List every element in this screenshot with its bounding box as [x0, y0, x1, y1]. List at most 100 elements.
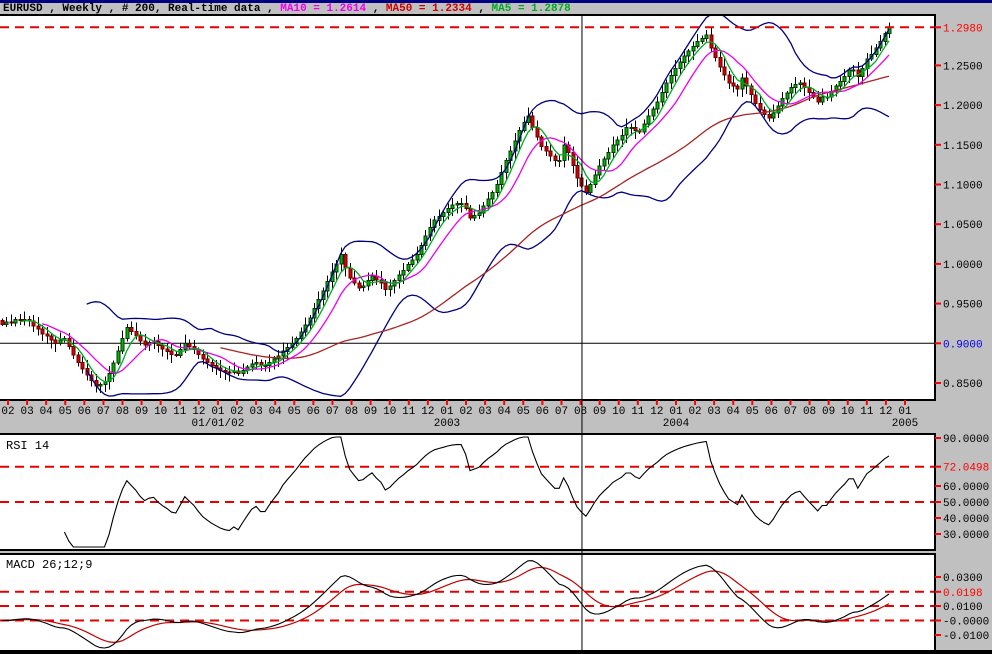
price-axis-label: 0.8500: [943, 379, 983, 391]
window-top-border: [0, 0, 992, 3]
month-label: 10: [841, 406, 854, 418]
axis-tick: [935, 619, 941, 622]
month-label: 01: [440, 406, 454, 418]
axis-tick: [935, 342, 941, 345]
candle: [0, 318, 5, 327]
month-label: 07: [97, 406, 110, 418]
candle: [254, 355, 259, 369]
axis-tick: [935, 104, 941, 107]
month-label: 03: [708, 406, 721, 418]
axis-tick: [935, 183, 941, 186]
month-label: 09: [135, 406, 148, 418]
axis-tick: [935, 634, 941, 636]
year-label: 2004: [663, 418, 690, 430]
candle: [713, 44, 718, 62]
ma10-line: [41, 49, 890, 374]
candle: [793, 77, 798, 95]
month-label: 04: [40, 406, 54, 418]
candle: [820, 88, 825, 105]
candle: [588, 182, 593, 196]
candle: [40, 325, 45, 341]
axis-tick: [935, 302, 941, 305]
price-axis-label: 50.0000: [943, 498, 989, 510]
candle: [633, 120, 638, 140]
month-label: 04: [727, 406, 741, 418]
candle: [602, 156, 607, 171]
ma5-line: [19, 40, 890, 383]
month-label: 06: [536, 406, 549, 418]
axis-tick: [935, 590, 941, 593]
month-label: 09: [822, 406, 835, 418]
axis-tick: [935, 485, 941, 487]
candle: [700, 35, 705, 45]
month-label: 01: [669, 406, 683, 418]
candle: [753, 89, 758, 106]
month-label: 11: [402, 406, 416, 418]
month-label: 02: [459, 406, 472, 418]
month-label: 02: [688, 406, 701, 418]
candle: [71, 338, 76, 359]
month-label: 12: [650, 406, 663, 418]
candle: [415, 246, 420, 263]
price-axis-label: 0.0198: [943, 588, 983, 600]
candle: [263, 360, 268, 372]
axis-tick: [935, 262, 941, 265]
month-label: 10: [612, 406, 625, 418]
price-axis-label: 40.0000: [943, 514, 989, 526]
candle: [758, 95, 763, 113]
rsi-panel[interactable]: [0, 433, 936, 551]
month-label: 03: [20, 406, 33, 418]
candle: [174, 351, 179, 358]
candle: [695, 34, 700, 49]
candle: [116, 345, 121, 366]
candle: [771, 104, 776, 122]
axis-tick: [935, 143, 941, 146]
month-label: 08: [803, 406, 816, 418]
candle: [682, 49, 687, 70]
ma50-value-label: MA50 = 1.2334: [385, 3, 472, 15]
price-axis-label: -0.0100: [943, 631, 989, 643]
month-label: 03: [250, 406, 263, 418]
macd-signal-line: [1, 566, 890, 644]
axis-tick: [935, 533, 941, 535]
candle: [660, 84, 665, 107]
macd-panel[interactable]: [0, 553, 936, 652]
candle: [129, 321, 134, 336]
candle: [80, 356, 85, 374]
candle: [606, 147, 611, 165]
candle: [397, 270, 402, 289]
price-axis-label: 0.9000: [943, 339, 983, 351]
price-axis-label: 1.2980: [943, 23, 983, 35]
candle: [406, 262, 411, 273]
rsi-panel-title: RSI 14: [6, 439, 50, 453]
month-label: 08: [345, 406, 358, 418]
candle: [388, 279, 393, 297]
ma10-value-label: MA10 = 1.2614: [280, 3, 367, 15]
candle: [629, 123, 634, 136]
price-axis-label: 60.0000: [943, 482, 989, 494]
price-axis-label: 30.0000: [943, 530, 989, 542]
candle: [169, 343, 174, 364]
window-bottom-border: [0, 650, 992, 654]
candle: [678, 58, 683, 76]
month-label: 07: [326, 406, 339, 418]
candle: [646, 108, 651, 128]
header-separator: ,: [471, 3, 492, 15]
price-axis-label: 72.0498: [943, 463, 989, 475]
month-label: 12: [879, 406, 892, 418]
candle: [490, 190, 495, 205]
candle: [544, 141, 549, 156]
axis-tick: [935, 382, 941, 384]
month-label: 06: [765, 406, 778, 418]
candle: [76, 351, 81, 367]
month-label: 04: [269, 406, 283, 418]
month-label: 06: [78, 406, 91, 418]
month-label: 11: [631, 406, 645, 418]
month-label: 01: [211, 406, 225, 418]
candle: [686, 49, 691, 64]
candle: [744, 70, 749, 95]
candle: [13, 316, 18, 327]
candle: [731, 76, 736, 93]
